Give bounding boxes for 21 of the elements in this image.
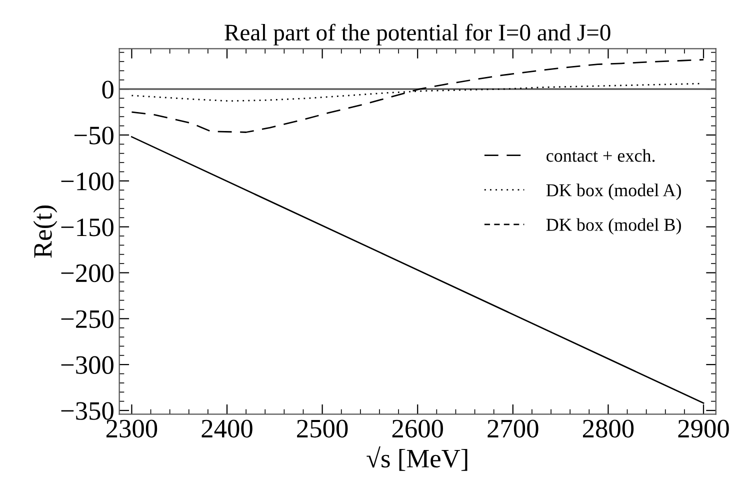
x-tick-label: 2400 [202,420,252,438]
legend-label: DK box (model B) [546,218,681,235]
x-tick-label: 2900 [678,420,729,438]
y-tick-label: −200 [61,264,114,282]
legend-label: contact + exch. [546,149,655,162]
y-axis-title: Re(t) [33,205,58,258]
x-tick-label: 2800 [582,420,634,438]
y-tick-label: −150 [61,218,114,236]
x-tick-label: 2700 [488,420,538,438]
y-tick-label: 0 [102,80,114,99]
y-tick-label: −50 [74,126,114,144]
y-tick-label: −300 [61,356,114,374]
x-tick-label: 2300 [106,420,158,438]
x-tick-label: 2600 [392,420,443,438]
y-tick-label: −350 [61,402,114,420]
y-tick-label: −100 [61,172,114,190]
x-tick-label: 2500 [297,420,348,438]
chart-title: Real part of the potential for I=0 and J=0 [224,24,610,46]
y-tick-label: −250 [61,310,114,328]
legend-label: DK box (model A) [546,184,681,200]
x-axis-title: √s [MeV] [366,446,468,471]
